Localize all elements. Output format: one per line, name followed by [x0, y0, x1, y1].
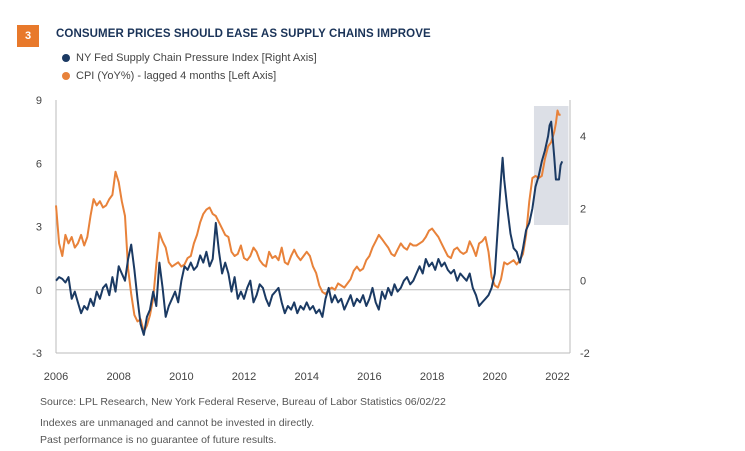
legend-label-supply-chain: NY Fed Supply Chain Pressure Index [Righ… — [76, 52, 317, 64]
x-tick-label-5: 2016 — [357, 371, 381, 383]
disclaimer-note-2: Past performance is no guarantee of futu… — [40, 434, 277, 446]
x-tick-label-6: 2018 — [420, 371, 444, 383]
chart-title: CONSUMER PRICES SHOULD EASE AS SUPPLY CH… — [56, 28, 431, 40]
right-tick-label-1: 0 — [580, 276, 586, 288]
legend-item-cpi: CPI (YoY%) - lagged 4 months [Left Axis] — [62, 70, 276, 82]
series-line-supply-chain — [55, 120, 564, 336]
legend-dot-orange — [62, 72, 70, 80]
x-tick-label-1: 2008 — [106, 371, 130, 383]
left-tick-label-2: 3 — [36, 222, 42, 234]
legend-dot-navy — [62, 54, 70, 62]
x-tick-label-8: 2022 — [545, 371, 569, 383]
right-tick-label-0: -2 — [580, 348, 590, 360]
left-tick-label-0: -3 — [32, 348, 42, 360]
x-tick-label-2: 2010 — [169, 371, 193, 383]
right-tick-label-2: 2 — [580, 203, 586, 215]
legend-label-cpi: CPI (YoY%) - lagged 4 months [Left Axis] — [76, 70, 277, 82]
right-tick-label-3: 4 — [580, 131, 586, 143]
x-tick-label-0: 2006 — [44, 371, 68, 383]
left-tick-label-1: 0 — [36, 285, 42, 297]
left-tick-label-3: 6 — [36, 158, 42, 170]
figure-number-badge: 3 — [17, 25, 39, 47]
legend-item-supply-chain: NY Fed Supply Chain Pressure Index [Righ… — [62, 52, 317, 64]
x-tick-label-4: 2014 — [294, 371, 318, 383]
x-tick-label-7: 2020 — [483, 371, 507, 383]
disclaimer-note-1: Indexes are unmanaged and cannot be inve… — [40, 417, 315, 429]
left-tick-label-4: 9 — [36, 95, 42, 107]
source-note: Source: LPL Research, New York Federal R… — [40, 396, 446, 408]
x-tick-label-3: 2012 — [232, 371, 256, 383]
